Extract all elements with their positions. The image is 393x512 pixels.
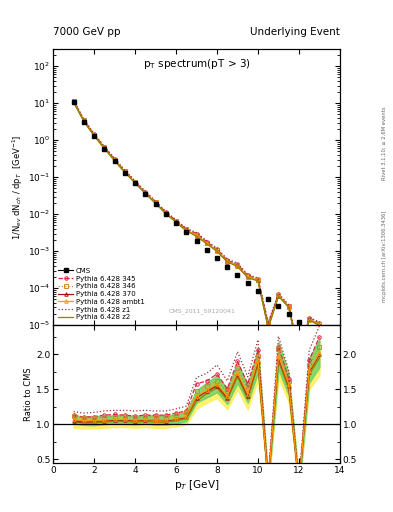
Text: CMS_2011_S9120041: CMS_2011_S9120041 [169, 308, 236, 314]
Text: Underlying Event: Underlying Event [250, 27, 340, 37]
Text: mcplots.cern.ch [arXiv:1306.3436]: mcplots.cern.ch [arXiv:1306.3436] [382, 210, 387, 302]
X-axis label: p$_{T}$ [GeV]: p$_{T}$ [GeV] [174, 478, 219, 492]
Text: 7000 GeV pp: 7000 GeV pp [53, 27, 121, 37]
Legend: CMS, Pythia 6.428 345, Pythia 6.428 346, Pythia 6.428 370, Pythia 6.428 ambt1, P: CMS, Pythia 6.428 345, Pythia 6.428 346,… [57, 266, 146, 322]
Text: $\mathrm{p_T}$ spectrum(pT > 3): $\mathrm{p_T}$ spectrum(pT > 3) [143, 57, 250, 71]
Y-axis label: 1/N$_{ev}$ dN$_{ch}$ / dp$_{T}$  [GeV$^{-1}$]: 1/N$_{ev}$ dN$_{ch}$ / dp$_{T}$ [GeV$^{-… [11, 134, 25, 240]
Text: Rivet 3.1.10; ≥ 2.6M events: Rivet 3.1.10; ≥ 2.6M events [382, 106, 387, 180]
Y-axis label: Ratio to CMS: Ratio to CMS [24, 368, 33, 421]
